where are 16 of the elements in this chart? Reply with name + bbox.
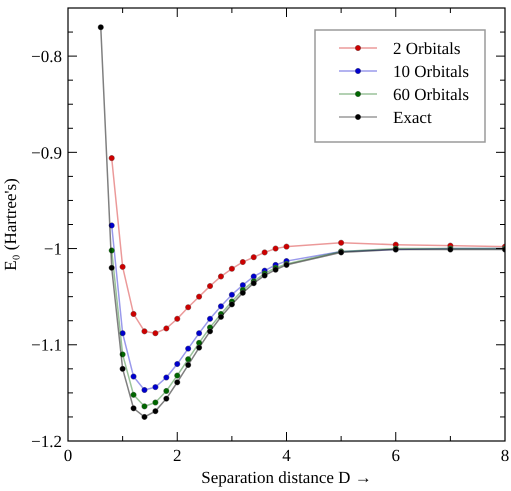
x-tick-label: 6 xyxy=(392,446,400,465)
legend-label: 2 Orbitals xyxy=(393,38,461,58)
x-tick-label: 8 xyxy=(500,446,510,465)
y-axis-title: E₀ (Hartree's) xyxy=(1,178,20,271)
x-tick-label: 0 xyxy=(64,446,72,465)
legend-label: Exact xyxy=(393,108,432,127)
y-tick-label: −0.8 xyxy=(31,47,62,66)
legend-label: 60 Orbitals xyxy=(393,84,470,104)
y-tick-label: −1.2 xyxy=(31,432,62,451)
x-tick-label: 2 xyxy=(173,446,182,465)
x-axis-title: Separation distance D → xyxy=(201,468,372,487)
x-tick-label: 4 xyxy=(282,446,292,465)
y-tick-label: −0.9 xyxy=(31,143,62,162)
y-tick-label: −1.1 xyxy=(31,336,62,355)
legend-label: 10 Orbitals xyxy=(393,62,470,81)
y-tick-label: −1 xyxy=(44,240,62,259)
